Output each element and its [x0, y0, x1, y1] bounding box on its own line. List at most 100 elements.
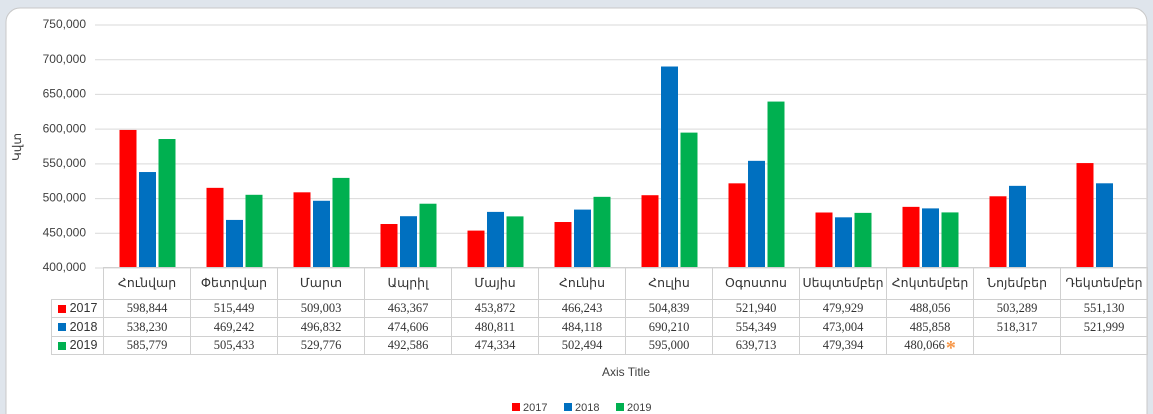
table-cell: 473,004	[799, 317, 887, 337]
bar	[767, 101, 785, 269]
bar	[748, 160, 765, 268]
legend-swatch	[564, 403, 572, 411]
table-cell: 595,000	[625, 336, 713, 355]
bar	[922, 208, 939, 268]
category-cell: Մարտ	[277, 267, 365, 300]
bar	[1009, 185, 1026, 268]
table-cell: 505,433	[190, 336, 278, 355]
series-cell: 2017	[51, 299, 104, 318]
bar	[835, 217, 852, 268]
x-axis-title: Axis Title	[602, 365, 650, 379]
legend-label: 2019	[627, 402, 651, 414]
category-cell: Օգոստոս	[712, 267, 800, 300]
category-cell: Մայիս	[451, 267, 539, 300]
bar	[226, 219, 243, 268]
bar	[293, 192, 311, 268]
table-cell: 474,606	[364, 317, 452, 337]
table-cell: 515,449	[190, 299, 278, 318]
bar	[332, 177, 350, 268]
series-swatch	[57, 304, 66, 313]
series-name: 2017	[69, 301, 98, 315]
table-cell: 480,066 *	[886, 336, 974, 355]
bar	[206, 187, 224, 268]
table-cell: 551,130	[1060, 299, 1148, 318]
y-tick-label: 500,000	[43, 191, 87, 205]
series-name: 2018	[69, 319, 98, 334]
bar	[467, 230, 485, 268]
table-cell: 485,858	[886, 317, 974, 337]
table-cell: 466,243	[538, 299, 626, 318]
y-tick-label: 400,000	[43, 260, 87, 274]
bar	[400, 216, 417, 268]
category-cell: Հոկտեմբեր	[886, 267, 974, 300]
bar	[574, 209, 591, 268]
bar	[487, 211, 504, 268]
category-cell: Ապրիլ	[364, 267, 452, 300]
series-cell: 2019	[51, 336, 104, 355]
table-cell: 474,334	[451, 336, 539, 355]
table-cell: 453,872	[451, 299, 539, 318]
table-cell: 538,230	[103, 317, 191, 337]
category-cell: Նոյեմբեր	[973, 267, 1061, 300]
table-cell: 502,494	[538, 336, 626, 355]
category-cell: Հունիս	[538, 267, 626, 300]
table-cell: 484,118	[538, 317, 626, 337]
y-axis-title: Կվտ	[10, 133, 24, 161]
table-cell: 488,056	[886, 299, 974, 318]
table-cell: 469,242	[190, 317, 278, 337]
table-cell: 480,811	[451, 317, 539, 337]
series-name: 2019	[69, 338, 98, 352]
y-tick-label: 600,000	[43, 121, 87, 135]
table-cell: 509,003	[277, 299, 365, 318]
table-cell: 521,940	[712, 299, 800, 318]
table-cell: 639,713	[712, 336, 800, 355]
bar	[854, 212, 872, 268]
table-cell: 529,776	[277, 336, 365, 355]
legend-swatch	[512, 403, 520, 411]
bar	[139, 172, 156, 268]
bar	[245, 194, 263, 268]
series-swatch	[57, 323, 66, 331]
bar	[641, 195, 659, 268]
bar	[728, 183, 746, 268]
table-cell: 521,999	[1060, 317, 1148, 337]
y-tick-label: 700,000	[43, 52, 87, 66]
table-cell: 496,832	[277, 317, 365, 337]
y-tick-label: 450,000	[43, 225, 87, 239]
bar	[902, 206, 920, 268]
table-cell: 463,367	[364, 299, 452, 318]
table-cell: 503,289	[973, 299, 1061, 318]
bar	[419, 203, 437, 268]
bar	[1076, 163, 1094, 268]
table-cell: 598,844	[103, 299, 191, 318]
series-cell: 2018	[51, 317, 104, 337]
bar	[119, 129, 137, 268]
bar	[506, 216, 524, 268]
annotation: *	[945, 336, 956, 355]
category-cell: Հուլիս	[625, 267, 713, 300]
bar	[1096, 183, 1113, 268]
bar	[661, 66, 678, 268]
table-cell: 479,394	[799, 336, 887, 355]
bar	[680, 132, 698, 268]
table-cell: 690,210	[625, 317, 713, 337]
table-cell	[973, 336, 1061, 355]
y-tick-label: 550,000	[43, 156, 87, 170]
table-cell: 504,839	[625, 299, 713, 318]
table-cell: 518,317	[973, 317, 1061, 337]
y-tick-label: 650,000	[43, 87, 87, 101]
category-cell: Փետրվար	[190, 267, 278, 300]
category-cell: Հունվար	[103, 267, 191, 300]
table-cell: 554,349	[712, 317, 800, 337]
bar	[989, 196, 1007, 268]
series-swatch	[57, 341, 66, 350]
y-tick-label: 750,000	[43, 17, 87, 31]
bar	[815, 212, 833, 268]
legend-label: 2017	[523, 402, 547, 414]
bar	[941, 212, 959, 268]
table-cell	[1060, 336, 1148, 355]
table-cell: 479,929	[799, 299, 887, 318]
bar	[313, 200, 330, 268]
